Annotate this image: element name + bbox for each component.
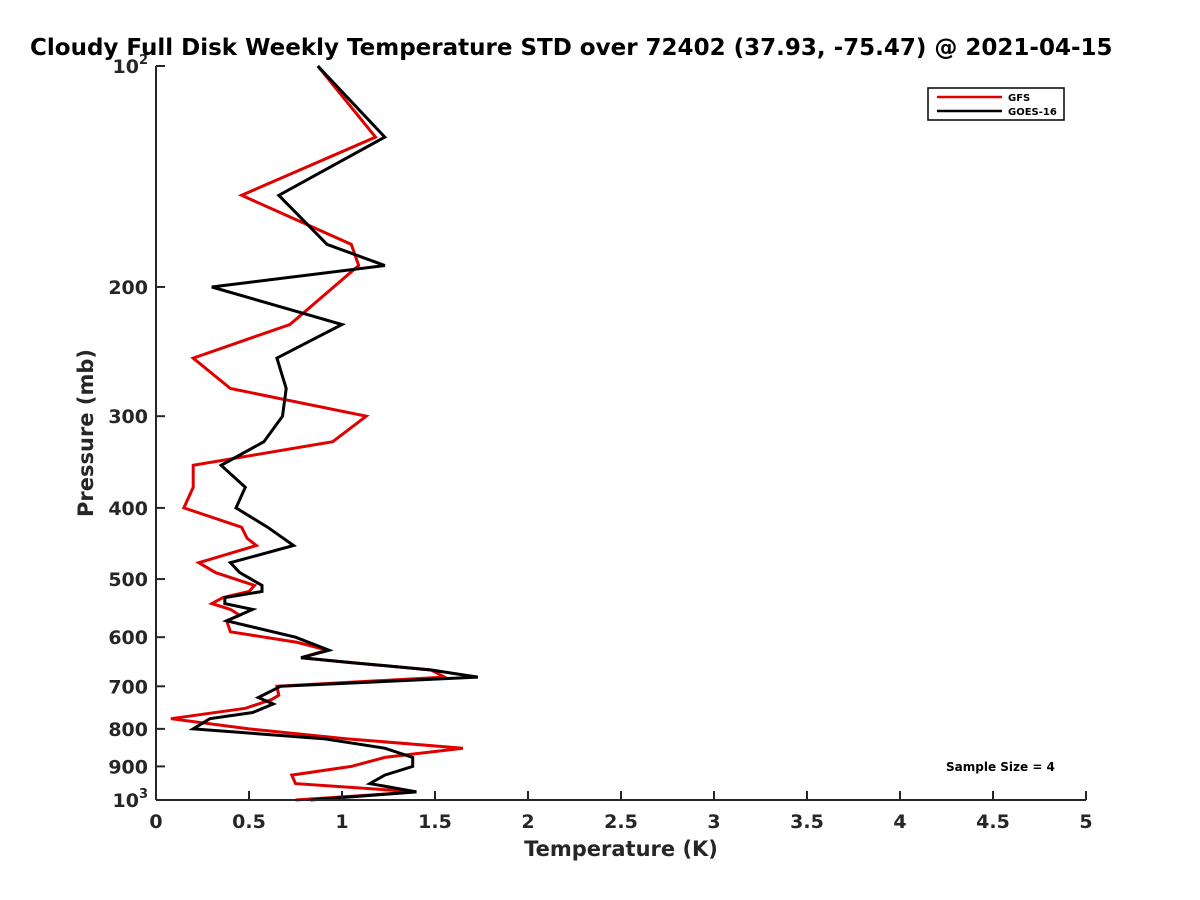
series-line-gfs (170, 65, 464, 802)
x-tick-label: 1.5 (418, 811, 452, 833)
y-axis-label: Pressure (mb) (74, 349, 98, 517)
x-axis-ticks: 0 0.5 1 1.5 2 2.5 3 3.5 4 4.5 5 (149, 791, 1093, 833)
legend-box (927, 87, 1065, 121)
x-tick-label: 3 (707, 811, 720, 833)
plot-area: 0 0.5 1 1.5 2 2.5 3 3.5 4 4.5 5 102 200 300 400 500 600… (108, 53, 1092, 833)
x-tick-label: 0.5 (232, 811, 266, 833)
x-tick-label: 0 (149, 811, 162, 833)
y-tick-label: 200 (108, 277, 148, 299)
x-tick-label: 3.5 (790, 811, 824, 833)
series-layer (170, 64, 479, 802)
y-tick-label: 103 (113, 787, 149, 812)
x-tick-label: 2.5 (604, 811, 638, 833)
x-tick-label: 4 (893, 811, 906, 833)
plot-background (156, 66, 1086, 800)
y-tick-label: 800 (108, 719, 148, 741)
x-tick-label: 2 (521, 811, 534, 833)
y-tick-label: 700 (108, 676, 148, 698)
x-axis-label: Temperature (K) (524, 837, 718, 861)
chart-title: Cloudy Full Disk Weekly Temperature STD … (30, 35, 1113, 61)
x-tick-label: 1 (335, 811, 348, 833)
y-tick-label: 400 (108, 498, 148, 520)
y-tick-label: 600 (108, 627, 148, 649)
legend-label-gfs: GFS (1008, 93, 1030, 104)
y-tick-label: 102 (113, 53, 149, 78)
x-tick-label: 4.5 (976, 811, 1010, 833)
legend: GFS GOES-16 (927, 87, 1065, 121)
series-line-goes16 (188, 64, 479, 802)
y-tick-label: 500 (108, 569, 148, 591)
y-axis-ticks: 102 200 300 400 500 600 700 800 900 103 (108, 53, 165, 812)
sample-size-annotation: Sample Size = 4 (946, 760, 1055, 774)
legend-label-goes16: GOES-16 (1008, 107, 1057, 118)
y-tick-label: 900 (108, 756, 148, 778)
y-tick-label: 300 (108, 406, 148, 428)
x-tick-label: 5 (1079, 811, 1092, 833)
